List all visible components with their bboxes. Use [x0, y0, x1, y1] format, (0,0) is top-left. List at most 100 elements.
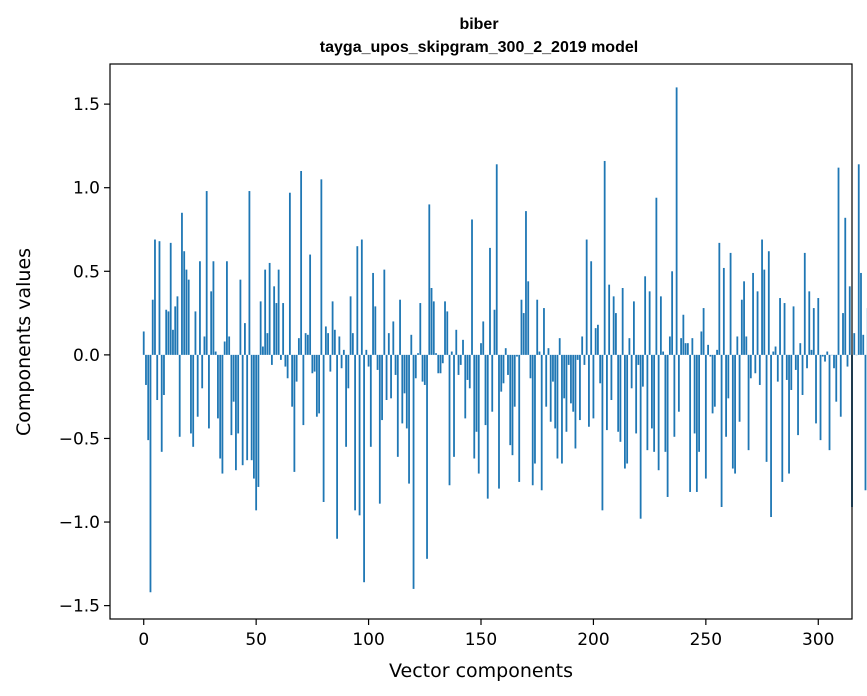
bar — [668, 336, 671, 355]
bar — [237, 354, 240, 434]
bar — [277, 269, 280, 355]
bar — [653, 354, 656, 452]
bar — [217, 354, 219, 419]
bar — [248, 191, 251, 355]
bar — [392, 321, 395, 355]
bar — [808, 291, 811, 355]
bar — [626, 354, 629, 464]
bar — [363, 354, 365, 583]
bar — [244, 323, 246, 355]
bar — [799, 343, 802, 355]
bar — [770, 354, 772, 518]
bar — [405, 354, 408, 429]
bar — [817, 298, 820, 355]
bar — [457, 354, 460, 375]
bar — [534, 354, 536, 464]
bar — [633, 301, 635, 355]
bar — [306, 334, 309, 355]
bar — [709, 354, 712, 357]
bar — [801, 354, 804, 395]
bar — [842, 313, 844, 355]
bar — [210, 291, 213, 355]
bar — [309, 254, 312, 355]
bar — [648, 291, 651, 355]
bar — [749, 354, 752, 379]
bar — [165, 309, 168, 355]
y-tick-label: −1.0 — [59, 513, 100, 533]
bar — [356, 246, 359, 355]
bar — [788, 354, 790, 474]
bar — [761, 239, 763, 355]
bar — [498, 354, 500, 489]
bar — [812, 308, 815, 355]
bar — [473, 354, 476, 459]
bar — [666, 354, 669, 497]
bar — [253, 354, 255, 479]
bar — [599, 354, 602, 384]
bar — [448, 354, 451, 486]
bar — [257, 354, 260, 487]
bar — [331, 301, 334, 355]
bar — [387, 333, 390, 355]
bar — [680, 338, 683, 355]
y-tick-label: −1.5 — [59, 597, 100, 617]
bar — [250, 354, 253, 461]
bar — [624, 354, 626, 469]
bar — [268, 262, 271, 355]
bar — [655, 197, 658, 355]
bar — [284, 354, 287, 367]
bar — [273, 286, 276, 355]
bar — [810, 349, 813, 355]
bar — [722, 267, 725, 355]
bar — [275, 303, 278, 355]
bar — [603, 160, 606, 355]
bar — [246, 354, 249, 461]
bar — [266, 333, 269, 355]
bar — [493, 309, 496, 355]
bar — [702, 308, 705, 355]
bar — [507, 354, 509, 375]
bar — [421, 354, 424, 382]
bar — [297, 338, 300, 355]
bar — [145, 354, 147, 385]
bar — [419, 303, 422, 355]
bar — [183, 251, 186, 355]
bar — [756, 291, 759, 355]
bar — [792, 306, 795, 355]
bar — [561, 354, 563, 464]
bar — [621, 288, 624, 355]
bar — [794, 354, 797, 370]
bar — [477, 354, 480, 474]
bar — [718, 242, 721, 355]
bar — [516, 354, 518, 357]
bar — [677, 354, 680, 412]
bar — [774, 346, 777, 355]
bar — [468, 354, 471, 389]
bar — [174, 306, 177, 355]
bar — [740, 299, 743, 355]
bar — [628, 338, 631, 355]
bar — [576, 354, 579, 360]
bar — [482, 321, 485, 355]
bar — [590, 261, 593, 355]
y-axis-label: Components values — [13, 248, 35, 436]
bar — [502, 354, 505, 384]
bar — [567, 354, 570, 365]
bar — [295, 354, 298, 382]
bar — [318, 354, 321, 414]
bar — [241, 354, 244, 466]
bar — [713, 354, 716, 407]
bar — [711, 354, 714, 414]
chart-subtitle: tayga_upos_skipgram_300_2_2019 model — [320, 39, 638, 56]
bar — [727, 354, 730, 399]
bar — [853, 333, 856, 355]
bar — [385, 354, 388, 401]
bar — [763, 269, 766, 355]
bar — [552, 354, 554, 382]
bar — [230, 354, 233, 436]
bar — [693, 354, 696, 434]
bar — [223, 341, 226, 355]
bar — [797, 354, 799, 436]
bar — [199, 261, 201, 355]
bar — [408, 354, 410, 484]
